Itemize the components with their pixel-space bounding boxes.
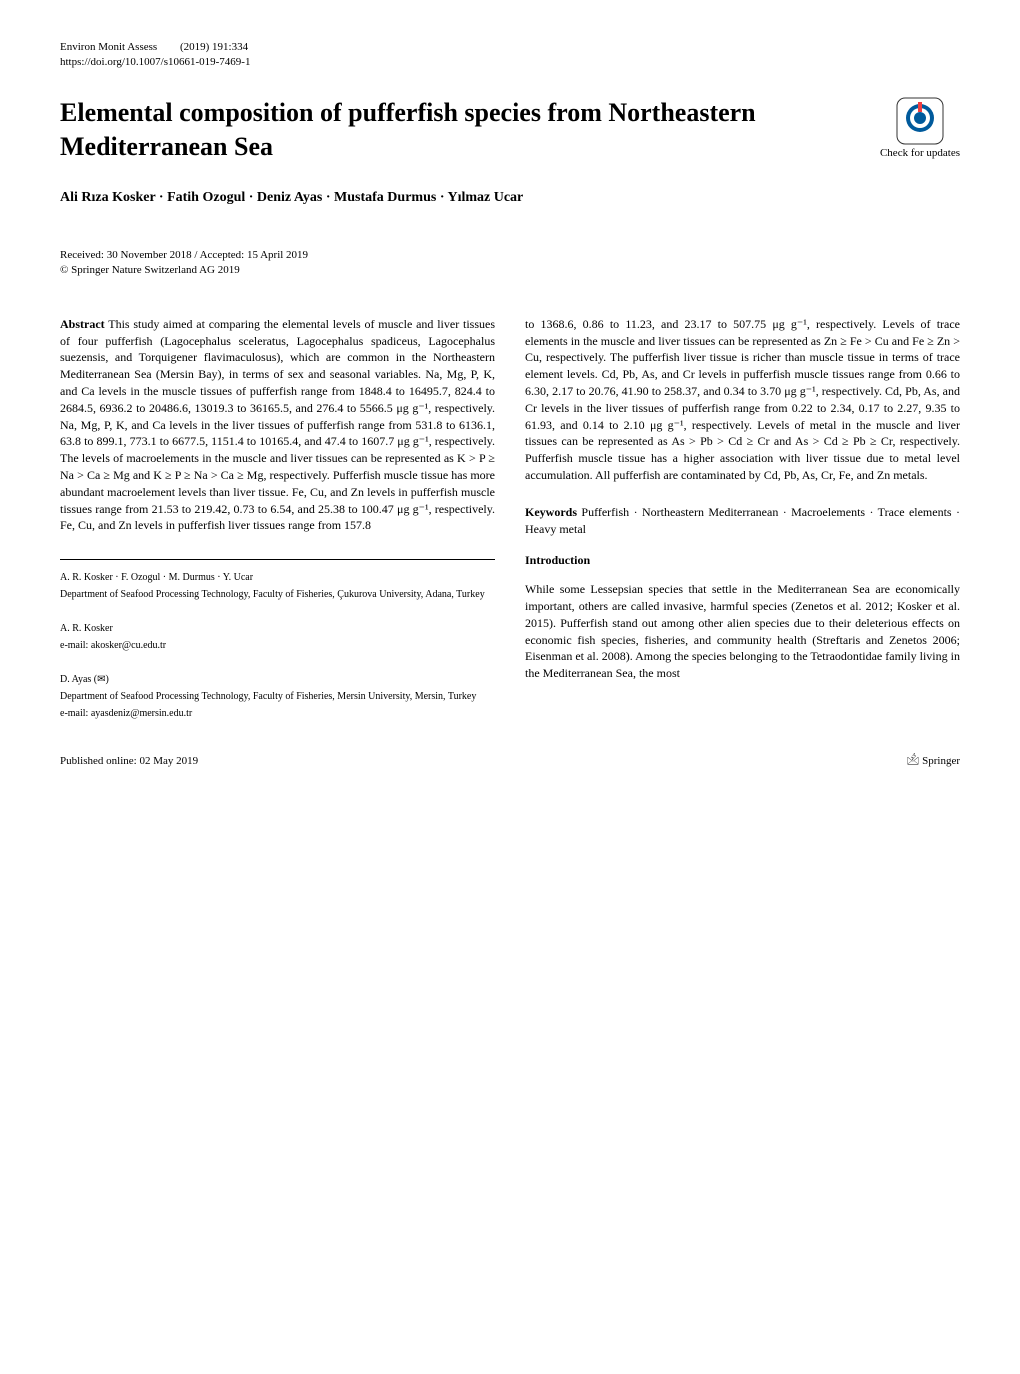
affiliation-3-dept: Department of Seafood Processing Technol… — [60, 690, 495, 704]
badge-text: Check for updates — [880, 146, 960, 161]
affiliation-3-name: D. Ayas (✉) — [60, 673, 495, 687]
publisher-name: Springer — [922, 755, 960, 767]
keywords-text: Pufferfish · Northeastern Mediterranean … — [525, 505, 960, 536]
doi: https://doi.org/10.1007/s10661-019-7469-… — [60, 56, 250, 68]
abstract-paragraph: Abstract This study aimed at comparing t… — [60, 316, 495, 534]
article-title: Elemental composition of pufferfish spec… — [60, 96, 760, 164]
affiliation-1-names: A. R. Kosker · F. Ozogul · M. Durmus · Y… — [60, 571, 495, 585]
affiliation-2-email: e-mail: akosker@cu.edu.tr — [60, 639, 495, 653]
keywords-label: Keywords — [525, 505, 577, 519]
journal-info: Environ Monit Assess (2019) 191:334 http… — [60, 40, 250, 71]
right-column: to 1368.6, 0.86 to 11.23, and 23.17 to 5… — [525, 304, 960, 724]
page-header: Environ Monit Assess (2019) 191:334 http… — [60, 40, 960, 71]
published-date: Published online: 02 May 2019 — [60, 754, 198, 769]
publisher: 🖄 Springer — [906, 754, 960, 769]
check-updates-badge[interactable]: Check for updates — [880, 96, 960, 161]
authors: Ali Rıza Kosker · Fatih Ozogul · Deniz A… — [60, 188, 960, 208]
check-updates-icon — [895, 96, 945, 146]
issue: (2019) 191:334 — [180, 41, 248, 53]
copyright: © Springer Nature Switzerland AG 2019 — [60, 263, 960, 278]
page-footer: Published online: 02 May 2019 🖄 Springer — [60, 754, 960, 769]
affiliation-3-email: e-mail: ayasdeniz@mersin.edu.tr — [60, 707, 495, 721]
intro-heading: Introduction — [525, 552, 960, 569]
left-column: Abstract This study aimed at comparing t… — [60, 304, 495, 724]
intro-text: While some Lessepsian species that settl… — [525, 581, 960, 682]
keywords: Keywords Pufferfish · Northeastern Medit… — [525, 504, 960, 538]
received-date: Received: 30 November 2018 / Accepted: 1… — [60, 248, 960, 263]
journal-name: Environ Monit Assess — [60, 41, 157, 53]
affiliation-2-name: A. R. Kosker — [60, 622, 495, 636]
abstract-label: Abstract — [60, 317, 105, 331]
article-dates: Received: 30 November 2018 / Accepted: 1… — [60, 248, 960, 279]
affiliation-1-dept: Department of Seafood Processing Technol… — [60, 588, 495, 602]
abstract-left-text: This study aimed at comparing the elemen… — [60, 317, 495, 533]
abstract-right-text: to 1368.6, 0.86 to 11.23, and 23.17 to 5… — [525, 316, 960, 484]
